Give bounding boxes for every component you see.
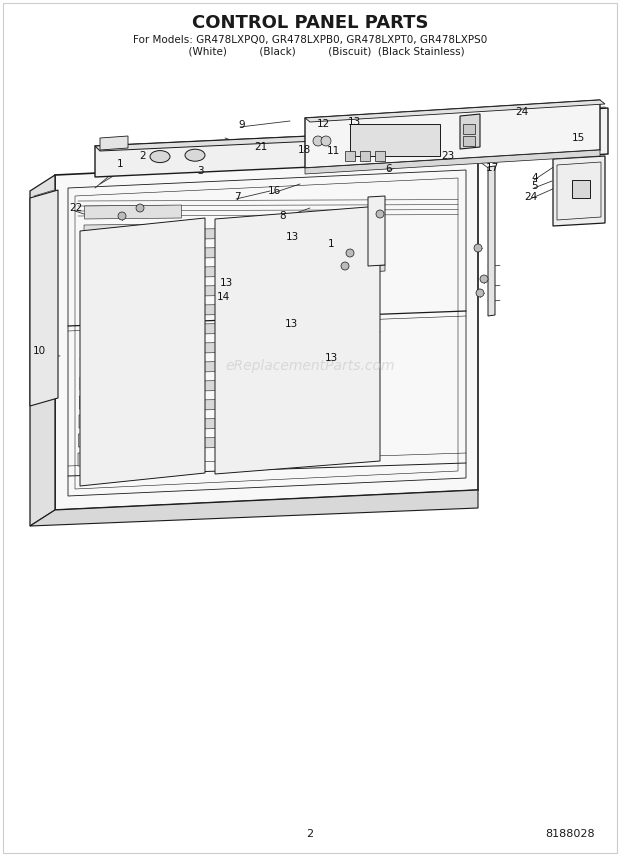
Circle shape xyxy=(321,136,331,146)
Text: 16: 16 xyxy=(267,186,281,196)
Bar xyxy=(350,124,440,156)
Text: 24: 24 xyxy=(515,107,529,117)
Polygon shape xyxy=(30,490,478,526)
Text: 23: 23 xyxy=(441,151,454,161)
Polygon shape xyxy=(305,100,600,168)
Polygon shape xyxy=(83,262,180,276)
Polygon shape xyxy=(199,284,289,296)
Text: 14: 14 xyxy=(216,292,229,302)
Polygon shape xyxy=(553,156,605,226)
Polygon shape xyxy=(81,319,179,333)
Text: 13: 13 xyxy=(219,278,232,288)
Text: 13: 13 xyxy=(285,232,299,242)
Text: 11: 11 xyxy=(326,146,340,156)
Text: 22: 22 xyxy=(69,203,82,213)
Text: 5: 5 xyxy=(532,181,538,191)
Polygon shape xyxy=(84,243,180,257)
Polygon shape xyxy=(82,300,179,314)
Text: (White)          (Black)          (Biscuit)  (Black Stainless): (White) (Black) (Biscuit) (Black Stainle… xyxy=(156,46,464,56)
Bar xyxy=(572,180,590,198)
Text: 8: 8 xyxy=(280,211,286,221)
Polygon shape xyxy=(78,452,175,466)
Text: 24: 24 xyxy=(525,192,538,202)
Polygon shape xyxy=(197,379,286,391)
Text: 13: 13 xyxy=(324,353,338,363)
Polygon shape xyxy=(460,114,480,149)
Polygon shape xyxy=(196,399,286,410)
Polygon shape xyxy=(197,360,287,372)
Polygon shape xyxy=(198,323,288,334)
Text: 8188028: 8188028 xyxy=(545,829,595,839)
Polygon shape xyxy=(195,437,285,448)
Polygon shape xyxy=(79,433,175,447)
Circle shape xyxy=(474,244,482,252)
Polygon shape xyxy=(79,395,177,409)
Polygon shape xyxy=(368,265,385,272)
Bar xyxy=(375,151,385,161)
Polygon shape xyxy=(198,304,288,315)
Polygon shape xyxy=(500,108,608,161)
Text: 10: 10 xyxy=(32,346,45,356)
Text: 6: 6 xyxy=(386,164,392,174)
Polygon shape xyxy=(200,247,290,258)
Bar xyxy=(463,124,475,134)
Text: eReplacementParts.com: eReplacementParts.com xyxy=(225,359,395,373)
Polygon shape xyxy=(81,357,177,371)
Polygon shape xyxy=(215,206,380,474)
Polygon shape xyxy=(100,136,128,150)
Text: 21: 21 xyxy=(254,142,268,152)
Text: 4: 4 xyxy=(532,173,538,183)
Ellipse shape xyxy=(308,247,332,265)
Circle shape xyxy=(476,289,484,297)
Text: 9: 9 xyxy=(239,120,246,130)
Circle shape xyxy=(480,275,488,283)
Text: CONTROL PANEL PARTS: CONTROL PANEL PARTS xyxy=(192,14,428,32)
Polygon shape xyxy=(488,166,495,316)
Text: 1: 1 xyxy=(328,239,334,249)
Bar xyxy=(463,136,475,146)
Polygon shape xyxy=(305,100,605,122)
Circle shape xyxy=(376,210,384,218)
Polygon shape xyxy=(80,376,177,390)
Polygon shape xyxy=(368,196,385,266)
Ellipse shape xyxy=(150,151,170,163)
Text: 13: 13 xyxy=(347,117,361,127)
Polygon shape xyxy=(95,128,490,151)
Text: 2: 2 xyxy=(306,829,314,839)
Text: 3: 3 xyxy=(197,166,203,176)
Ellipse shape xyxy=(185,149,205,161)
Polygon shape xyxy=(81,338,178,352)
Text: 13: 13 xyxy=(285,319,298,329)
Polygon shape xyxy=(79,414,176,428)
Text: 18: 18 xyxy=(298,145,311,155)
Polygon shape xyxy=(30,175,55,526)
Polygon shape xyxy=(200,228,291,239)
Text: 2: 2 xyxy=(140,151,146,161)
Text: 1: 1 xyxy=(117,159,123,169)
Text: For Models: GR478LXPQ0, GR478LXPB0, GR478LXPT0, GR478LXPS0: For Models: GR478LXPQ0, GR478LXPB0, GR47… xyxy=(133,35,487,45)
Circle shape xyxy=(346,249,354,257)
Polygon shape xyxy=(82,281,180,295)
Circle shape xyxy=(341,262,349,270)
Polygon shape xyxy=(80,218,205,486)
Bar xyxy=(360,151,370,161)
Bar xyxy=(345,151,355,161)
Text: 12: 12 xyxy=(316,119,330,129)
Circle shape xyxy=(313,136,323,146)
Text: 15: 15 xyxy=(572,133,585,143)
Circle shape xyxy=(118,212,126,220)
Circle shape xyxy=(136,204,144,212)
Text: 7: 7 xyxy=(234,192,241,202)
Polygon shape xyxy=(305,150,600,174)
Polygon shape xyxy=(84,224,181,238)
Polygon shape xyxy=(195,418,285,429)
Polygon shape xyxy=(84,205,182,219)
Polygon shape xyxy=(55,155,478,510)
Polygon shape xyxy=(198,342,288,353)
Text: 17: 17 xyxy=(485,163,498,173)
Polygon shape xyxy=(200,265,290,277)
Polygon shape xyxy=(30,190,58,406)
Polygon shape xyxy=(95,128,485,177)
